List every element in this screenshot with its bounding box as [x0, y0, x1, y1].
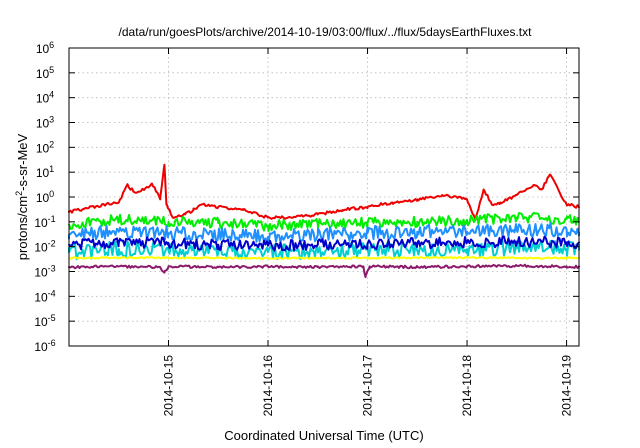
- data-series: [68, 163, 580, 278]
- series-line: [68, 211, 580, 233]
- y-tick-label: 103: [36, 115, 54, 131]
- grid: [69, 47, 579, 347]
- y-tick-base: 10: [36, 141, 50, 155]
- y-tick-exponent: 4: [49, 90, 54, 100]
- y-tick-base: 10: [36, 67, 50, 81]
- y-tick-base: 10: [36, 166, 50, 180]
- y-tick-base: 10: [34, 340, 48, 354]
- series-line: [68, 235, 580, 252]
- y-tick-label: 10-2: [34, 239, 55, 255]
- y-tick-exponent: 3: [49, 115, 54, 125]
- y-axis-label: protons/cm2-s-sr-MeV: [14, 133, 30, 260]
- y-label-sup: 2: [14, 191, 24, 196]
- y-tick-exponent: 1: [49, 164, 54, 174]
- y-tick-base: 10: [36, 92, 50, 106]
- x-axis-label: Coordinated Universal Time (UTC): [224, 428, 423, 443]
- y-tick-exponent: 2: [49, 139, 54, 149]
- y-tick-base: 10: [36, 42, 50, 56]
- y-tick-exponent: -3: [48, 264, 56, 274]
- y-tick-exponent: -6: [48, 338, 56, 348]
- y-tick-base: 10: [34, 216, 48, 230]
- y-tick-label: 106: [36, 40, 54, 56]
- y-tick-exponent: -5: [48, 313, 56, 323]
- y-tick-label: 102: [36, 139, 54, 155]
- x-tick-label: 2014-10-15: [162, 355, 176, 417]
- y-tick-base: 10: [36, 117, 50, 131]
- y-label-base: protons/cm: [15, 196, 30, 260]
- series-line: [68, 163, 580, 221]
- x-tick-label: 2014-10-19: [560, 355, 574, 417]
- x-tick-label: 2014-10-17: [361, 355, 375, 417]
- series-line: [68, 239, 580, 261]
- y-tick-label: 10-4: [34, 288, 55, 304]
- y-tick-base: 10: [34, 290, 48, 304]
- y-tick-label: 105: [36, 65, 54, 81]
- y-label-rest: -s-sr-MeV: [15, 133, 30, 190]
- y-tick-base: 10: [36, 191, 50, 205]
- y-tick-label: 104: [36, 90, 54, 106]
- axis-ticks: 10610510410310210110010-110-210-310-410-…: [34, 40, 579, 416]
- y-tick-label: 10-5: [34, 313, 55, 329]
- y-tick-base: 10: [34, 241, 48, 255]
- series-line: [68, 256, 580, 260]
- y-tick-exponent: -4: [48, 288, 56, 298]
- y-tick-base: 10: [34, 315, 48, 329]
- chart-title: /data/run/goesPlots/archive/2014-10-19/0…: [119, 25, 533, 39]
- y-tick-label: 101: [36, 164, 54, 180]
- y-tick-label: 100: [36, 189, 54, 205]
- x-tick-label: 2014-10-18: [460, 355, 474, 417]
- y-tick-label: 10-6: [34, 338, 55, 354]
- y-tick-exponent: -2: [48, 239, 56, 249]
- series-line: [68, 222, 580, 244]
- x-tick-label: 2014-10-16: [261, 355, 275, 417]
- y-tick-base: 10: [34, 266, 48, 280]
- y-tick-label: 10-1: [34, 214, 55, 230]
- y-tick-exponent: 0: [49, 189, 54, 199]
- y-tick-label: 10-3: [34, 264, 55, 280]
- y-tick-exponent: 5: [49, 65, 54, 75]
- series-line: [68, 263, 580, 278]
- y-tick-exponent: -1: [48, 214, 56, 224]
- y-tick-exponent: 6: [49, 40, 54, 50]
